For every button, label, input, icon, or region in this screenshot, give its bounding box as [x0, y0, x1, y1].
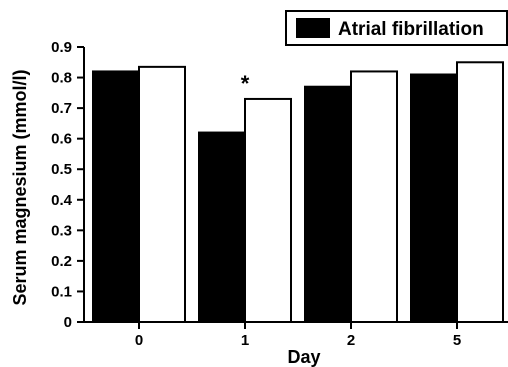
x-tick-label: 2 — [347, 332, 355, 349]
y-tick-label: 0.5 — [51, 161, 72, 178]
annotations: * — [241, 71, 250, 96]
y-tick-label: 0.2 — [51, 253, 72, 270]
bar-atrial-fibrillation-day-5 — [410, 73, 458, 323]
y-tick-label: 0.3 — [51, 222, 72, 239]
y-tick-label: 0.9 — [51, 39, 72, 56]
y-ticks: 0 0.1 0.2 0.3 0.4 0.5 0.6 0.7 0.8 0.9 — [51, 39, 84, 331]
x-tick-label: 5 — [453, 332, 461, 349]
y-tick-label: 0.1 — [51, 283, 72, 300]
significance-asterisk: * — [241, 71, 250, 96]
bars-group — [92, 61, 504, 324]
bar-atrial-fibrillation-day-1 — [198, 131, 246, 323]
x-tick-label: 1 — [241, 332, 249, 349]
x-ticks: 0 1 2 5 — [135, 322, 461, 349]
y-tick-label: 0.4 — [51, 192, 73, 209]
y-tick-label: 0.8 — [51, 70, 72, 87]
bar-comparison-day-2 — [350, 70, 398, 323]
y-tick-label: 0 — [64, 314, 72, 331]
y-tick-label: 0.7 — [51, 100, 72, 117]
bar-atrial-fibrillation-day-0 — [92, 70, 140, 323]
bar-comparison-day-5 — [456, 61, 504, 324]
legend: Atrial fibrillation — [285, 10, 508, 46]
y-axis-title: Serum magnesium (mmol/l) — [10, 69, 30, 305]
bar-comparison-day-1 — [244, 97, 292, 323]
y-tick-label: 0.6 — [51, 131, 72, 148]
x-tick-label: 0 — [135, 332, 143, 349]
x-axis-title: Day — [287, 347, 320, 367]
legend-label-atrial-fibrillation: Atrial fibrillation — [338, 19, 484, 40]
legend-swatch-atrial-fibrillation — [296, 18, 330, 38]
bar-comparison-day-0 — [138, 65, 186, 323]
bar-atrial-fibrillation-day-2 — [304, 85, 352, 323]
